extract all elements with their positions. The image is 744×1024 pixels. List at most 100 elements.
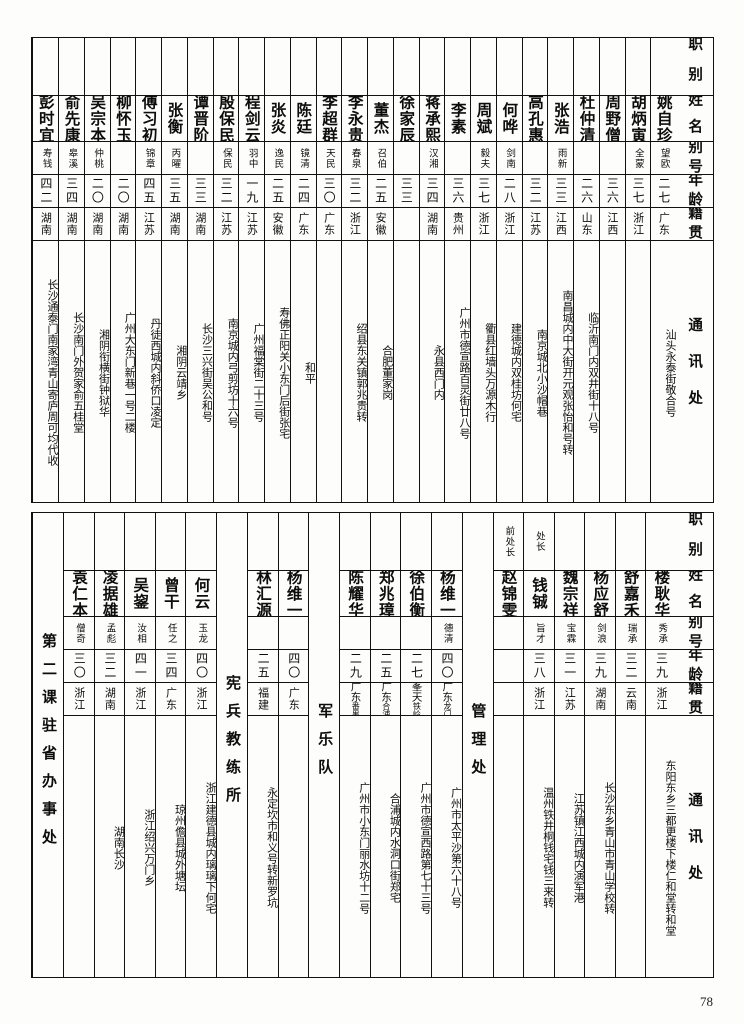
group-label: 第二课驻省办事处 bbox=[40, 633, 59, 857]
cell-name: 李素 bbox=[445, 95, 470, 141]
cell-alias bbox=[599, 141, 625, 174]
cell-zhibie bbox=[162, 38, 187, 95]
cell-jiguan: 峯天 铁岭 bbox=[401, 682, 431, 715]
cell-age: 四〇 bbox=[431, 649, 462, 682]
cell-zhibie bbox=[585, 513, 615, 570]
group-label-column: 管理处 bbox=[461, 513, 493, 977]
cell-address: 湘阴衔横街钟狱华 bbox=[84, 240, 110, 502]
group-label: 管理处 bbox=[469, 703, 488, 787]
cell-age: 三二 bbox=[615, 649, 646, 682]
header-nianling: 年龄 bbox=[676, 174, 713, 207]
cell-jiguan: 江西 bbox=[548, 207, 573, 240]
cell-address: 丹徒西城内斜侨口凌定 bbox=[136, 240, 161, 502]
table-header-column: 职别 姓名 别号 年龄 籍贯 通讯处 bbox=[676, 38, 713, 502]
cell-age: 四〇 bbox=[278, 649, 309, 682]
cell-jiguan: 安徽 bbox=[368, 207, 393, 240]
jiguan-province: 峯天 bbox=[410, 682, 423, 702]
cell-address: 江苏镇江西城内演军港 bbox=[554, 715, 585, 977]
cell-jiguan: 湖南 bbox=[162, 207, 187, 240]
cell-address bbox=[599, 240, 625, 502]
roster-column: 徐伯衡 二七 峯天 铁岭 广州市德宣西路第七十三号 bbox=[400, 513, 431, 977]
cell-jiguan: 浙江 bbox=[125, 682, 155, 715]
roster-column: 蒋承熙 汉湘 三四 湖南 永县西门内 bbox=[418, 38, 445, 502]
cell-name: 何云 bbox=[186, 570, 217, 616]
cell-zhibie: 前处长 bbox=[503, 525, 515, 558]
cell-address: 南京城北小沙帽巷 bbox=[522, 240, 548, 502]
header-tongxunchu: 通讯处 bbox=[676, 240, 713, 502]
cell-alias bbox=[340, 616, 370, 649]
cell-name: 殷保民 bbox=[213, 95, 239, 141]
cell-zhibie bbox=[214, 38, 239, 95]
cell-name: 李永贵 bbox=[342, 95, 367, 141]
cell-zhibie bbox=[248, 513, 278, 570]
cell-alias bbox=[278, 616, 309, 649]
roster-column: 舒嘉禾 瑞承 三二 云南 bbox=[614, 513, 646, 977]
cell-zhibie bbox=[342, 38, 367, 95]
roster-table-lower: 职别 姓名 别号 年龄 籍贯 通讯处 楼耿华 秀承 三九 浙江 东阳东乡三都更楼下楼仁和堂转和堂 舒嘉… bbox=[31, 512, 714, 978]
cell-age: 三六 bbox=[599, 174, 625, 207]
cell-name: 陈廷 bbox=[290, 95, 316, 141]
cell-name: 彭时宜 bbox=[33, 95, 58, 141]
cell-age: 二九 bbox=[340, 649, 370, 682]
cell-age: 二六 bbox=[574, 174, 599, 207]
header-xingming: 姓名 bbox=[676, 95, 713, 141]
roster-column: 吴宗本 仲桃 二〇 湖南 湘阴衔横街钟狱华 bbox=[83, 38, 110, 502]
cell-name: 胡炳寅 bbox=[625, 95, 651, 141]
cell-alias: 汉湘 bbox=[419, 141, 445, 174]
cell-age: 三二 bbox=[213, 174, 239, 207]
cell-age: 一九 bbox=[239, 174, 264, 207]
cell-address: 广州福棠街二十三号 bbox=[239, 240, 264, 502]
cell-zhibie bbox=[432, 513, 462, 570]
cell-address: 广州市小东门丽水坊十二号 bbox=[340, 715, 370, 977]
group-label-column: 军乐队 bbox=[308, 513, 339, 977]
jiguan-county: 龙门 bbox=[442, 701, 452, 716]
cell-zhibie bbox=[368, 38, 393, 95]
cell-alias bbox=[401, 616, 431, 649]
cell-jiguan: 湖南 bbox=[419, 207, 445, 240]
cell-jiguan: 浙江 bbox=[524, 682, 554, 715]
jiguan-county: 合浦 bbox=[381, 701, 391, 716]
cell-jiguan: 湖南 bbox=[94, 682, 125, 715]
cell-jiguan bbox=[393, 207, 419, 240]
cell-address: 长沙三兴街吴公和号 bbox=[187, 240, 213, 502]
cell-address: 长沙东乡青山市青山学校转 bbox=[585, 715, 615, 977]
jiguan-province: 广东 bbox=[441, 682, 454, 702]
cell-age bbox=[493, 649, 524, 682]
cell-zhibie bbox=[394, 38, 419, 95]
cell-age: 二八 bbox=[496, 174, 522, 207]
roster-column: 陈廷 镜清 二四 广东 和平 bbox=[289, 38, 316, 502]
cell-zhibie bbox=[651, 38, 676, 95]
cell-jiguan: 云南 bbox=[615, 682, 646, 715]
roster-column: 林汇源 二五 福建 永定坎市和义号转新罗坑 bbox=[247, 513, 278, 977]
cell-name: 傅习初 bbox=[136, 95, 161, 141]
cell-jiguan: 广东 番禺 bbox=[340, 682, 370, 715]
cell-zhibie bbox=[600, 38, 625, 95]
roster-column: 前处长 赵锦雯 bbox=[492, 513, 524, 977]
cell-name: 张炎 bbox=[265, 95, 290, 141]
roster-column: 张衡 丙曜 三五 湖南 湘阴云靖乡 bbox=[161, 38, 187, 502]
cell-age: 三〇 bbox=[64, 649, 94, 682]
cell-alias bbox=[574, 141, 599, 174]
cell-age: 三四 bbox=[419, 174, 445, 207]
page-number: 78 bbox=[700, 994, 713, 1009]
roster-column: 处长 钱铖 旨才 三八 浙江 温州铁井桐钱宅钱三来转 bbox=[523, 513, 554, 977]
cell-name: 赵锦雯 bbox=[493, 570, 524, 616]
roster-column: 李永贵 春泉 三二 浙江 绍县东关镇郭兆贵转 bbox=[341, 38, 367, 502]
cell-zhibie bbox=[523, 38, 548, 95]
cell-age: 二五 bbox=[265, 174, 290, 207]
cell-name: 杨维一 bbox=[278, 570, 309, 616]
cell-address: 南京城内弓剪坊十六号 bbox=[213, 240, 239, 502]
cell-alias: 剑南 bbox=[496, 141, 522, 174]
cell-jiguan: 浙江 bbox=[646, 682, 676, 715]
table-header-column: 职别 姓名 别号 年龄 籍贯 通讯处 bbox=[676, 513, 713, 977]
roster-column: 楼耿华 秀承 三九 浙江 东阳东乡三都更楼下楼仁和堂转和堂 bbox=[645, 513, 676, 977]
cell-zhibie bbox=[239, 38, 264, 95]
cell-name: 杨应舒 bbox=[585, 570, 615, 616]
cell-age: 四二 bbox=[33, 174, 58, 207]
roster-table-upper: 职别 姓名 别号 年龄 籍贯 通讯处 姚自珍 望欧 二七 广东 汕头永泰街敬合号 胡炳寅 全蒙 三七 浙江周… bbox=[31, 37, 714, 503]
cell-zhibie bbox=[291, 38, 316, 95]
cell-jiguan: 浙江 bbox=[186, 682, 217, 715]
cell-jiguan: 广东 bbox=[278, 682, 309, 715]
jiguan-county: 番禺 bbox=[351, 701, 361, 716]
cell-address: 永定坎市和义号转新罗坑 bbox=[248, 715, 278, 977]
